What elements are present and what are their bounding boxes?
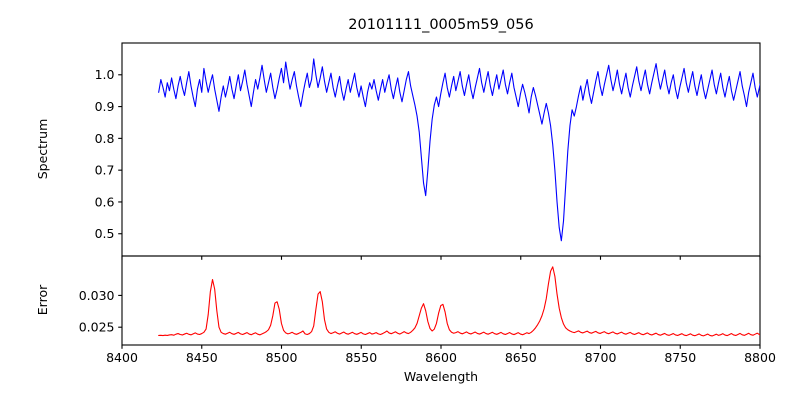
svg-text:8550: 8550 xyxy=(345,350,377,365)
svg-text:0.7: 0.7 xyxy=(95,163,115,178)
svg-text:0.030: 0.030 xyxy=(79,288,115,303)
error-x-ticks xyxy=(121,345,761,349)
error-axis-label: Error xyxy=(35,284,50,315)
svg-text:0.9: 0.9 xyxy=(95,99,115,114)
svg-text:8600: 8600 xyxy=(425,350,457,365)
x-axis-label: Wavelength xyxy=(404,369,478,384)
svg-text:8500: 8500 xyxy=(266,350,298,365)
svg-text:1.0: 1.0 xyxy=(95,67,115,82)
svg-text:0.8: 0.8 xyxy=(95,131,115,146)
x-tick-label-group: 8400 8450 8500 8550 8600 8650 8700 8750 8800 xyxy=(106,350,776,365)
spectrum-axis-label: Spectrum xyxy=(35,119,50,180)
svg-text:8750: 8750 xyxy=(664,350,696,365)
error-data-line xyxy=(158,266,760,337)
error-panel: 0.025 0.030 Error xyxy=(35,255,761,349)
svg-text:8450: 8450 xyxy=(186,350,218,365)
svg-text:8400: 8400 xyxy=(106,350,138,365)
page-title: 20101111_0005m59_056 xyxy=(348,17,533,33)
svg-text:0.6: 0.6 xyxy=(95,194,115,209)
spectrum-y-ticks: 0.5 0.6 0.7 0.8 0.9 1.0 xyxy=(95,67,122,241)
error-y-ticks: 0.025 0.030 xyxy=(79,288,122,335)
svg-text:0.025: 0.025 xyxy=(79,320,115,335)
svg-text:8700: 8700 xyxy=(585,350,617,365)
svg-text:8800: 8800 xyxy=(744,350,776,365)
svg-text:0.5: 0.5 xyxy=(95,226,115,241)
spectrum-data-line xyxy=(158,58,760,242)
svg-text:8650: 8650 xyxy=(505,350,537,365)
